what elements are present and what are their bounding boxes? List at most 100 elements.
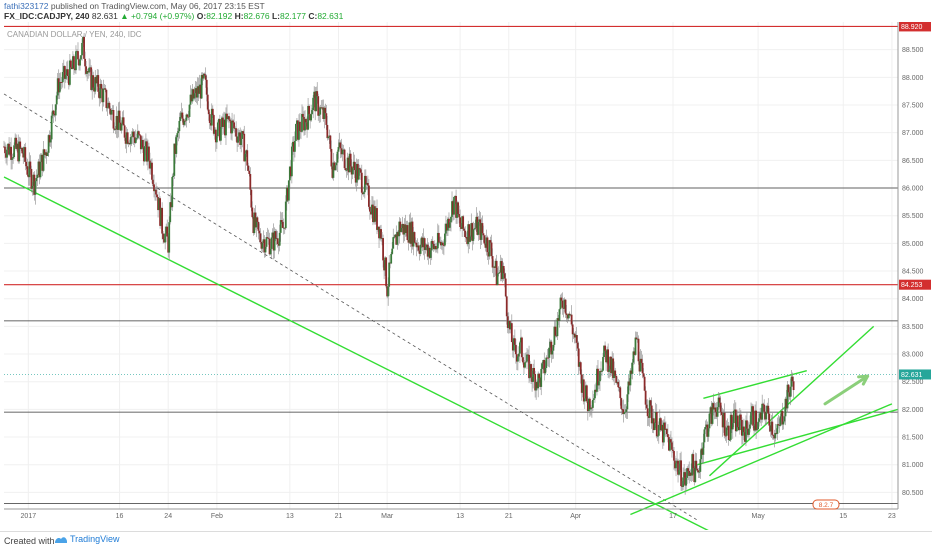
candle-body	[779, 416, 782, 426]
candle-body	[427, 247, 430, 257]
candle-body	[721, 414, 724, 428]
candle-body	[171, 176, 174, 208]
candle-body	[425, 244, 428, 248]
candle-body	[445, 223, 447, 234]
price-tick-label: 85.500	[902, 213, 924, 220]
candle-body	[300, 130, 302, 132]
candle-body	[392, 237, 395, 249]
candle-body	[557, 318, 560, 321]
candle-body	[457, 202, 459, 215]
candle-body	[652, 418, 655, 431]
candle-body	[317, 96, 320, 116]
candle-body	[80, 55, 82, 60]
candle-body	[374, 206, 376, 222]
candle-body	[331, 166, 334, 178]
candle-body	[645, 404, 648, 409]
price-axis[interactable]: 80.500 81.000 81.500 82.000 82.500 83.000 83.5…	[897, 22, 931, 509]
candle-body	[20, 147, 23, 149]
candle-body	[684, 472, 687, 486]
candle-body	[474, 227, 477, 229]
candle-body	[347, 157, 350, 173]
candle-body	[400, 227, 403, 233]
candle-body	[642, 373, 645, 377]
candle-body	[786, 384, 789, 409]
candle-body	[686, 468, 689, 478]
price-tick-label: 83.000	[902, 352, 924, 359]
candle-body	[120, 123, 123, 131]
candle-body	[173, 143, 176, 176]
candle-body	[196, 86, 199, 98]
candle-body	[422, 238, 425, 248]
candle-body	[40, 154, 43, 162]
candle-body	[261, 242, 264, 249]
author-link[interactable]: fathi323172	[4, 1, 49, 11]
chart-title: CANADIAN DOLLAR / YEN, 240, IDC	[7, 30, 142, 39]
candle-body	[423, 238, 426, 250]
candle-body	[220, 127, 222, 141]
candle-body	[710, 407, 713, 424]
open-label: O:	[196, 11, 207, 21]
candle-body	[417, 245, 420, 251]
candle-body	[164, 233, 167, 243]
candle-body	[515, 354, 518, 362]
price-chart[interactable]: 80.500 81.000 81.500 82.000 82.500 83.000 83.5…	[0, 22, 932, 530]
candle-body	[693, 468, 696, 483]
candle-body	[262, 239, 265, 243]
candle-body	[468, 224, 471, 242]
candle-body	[521, 337, 523, 358]
candle-body	[765, 412, 768, 420]
candle-body	[683, 472, 686, 478]
candle-body	[99, 83, 102, 99]
candle-body	[690, 472, 693, 476]
candle-body	[307, 105, 309, 130]
candle-body	[613, 370, 616, 378]
candle-body	[119, 122, 122, 131]
candle-body	[439, 241, 442, 246]
candle-body	[240, 138, 243, 145]
time-axis[interactable]: 2017 16 24 Feb 13 21 Mar 13 21 Apr 17 May 15 23	[4, 508, 898, 520]
candle-body	[236, 136, 239, 143]
candle-body	[783, 416, 786, 422]
candle-body	[324, 107, 327, 114]
candle-body	[309, 114, 312, 121]
candle-body	[472, 229, 475, 241]
candle-body	[455, 195, 457, 218]
low-label: L:	[271, 11, 280, 21]
candle-body	[180, 112, 183, 117]
candle-body	[492, 266, 495, 268]
candle-body	[568, 313, 571, 316]
candle-body	[350, 166, 353, 175]
candle-body	[619, 387, 622, 399]
tradingview-brand-label: TradingView	[70, 534, 120, 544]
candle-body	[655, 412, 658, 437]
candle-body	[552, 344, 555, 351]
candle-body	[79, 59, 81, 66]
candle-body	[113, 128, 116, 130]
candle-body	[623, 412, 626, 414]
candle-body	[322, 107, 325, 119]
candle-body	[105, 89, 108, 108]
tradingview-brand[interactable]: TradingView	[54, 534, 120, 544]
candle-body	[780, 411, 783, 417]
candle-body	[510, 323, 513, 343]
candle-body	[377, 226, 379, 230]
candle-body	[561, 300, 564, 308]
footer-bar: Created with TradingView	[0, 531, 932, 551]
candle-body	[279, 220, 282, 233]
candle-body	[712, 403, 715, 410]
candle-body	[759, 412, 762, 419]
candle-body	[722, 412, 725, 428]
candle-body	[271, 232, 274, 238]
candle-body	[565, 313, 568, 315]
candle-body	[290, 146, 293, 177]
candle-body	[401, 223, 404, 228]
candle-body	[62, 66, 65, 73]
candle-body	[110, 110, 113, 115]
candle-body	[372, 204, 374, 223]
candle-body	[719, 402, 722, 412]
candle-body	[379, 229, 381, 239]
candle-body	[611, 358, 614, 374]
candle-body	[386, 286, 389, 297]
candle-body	[102, 89, 105, 103]
candle-body	[123, 125, 126, 138]
